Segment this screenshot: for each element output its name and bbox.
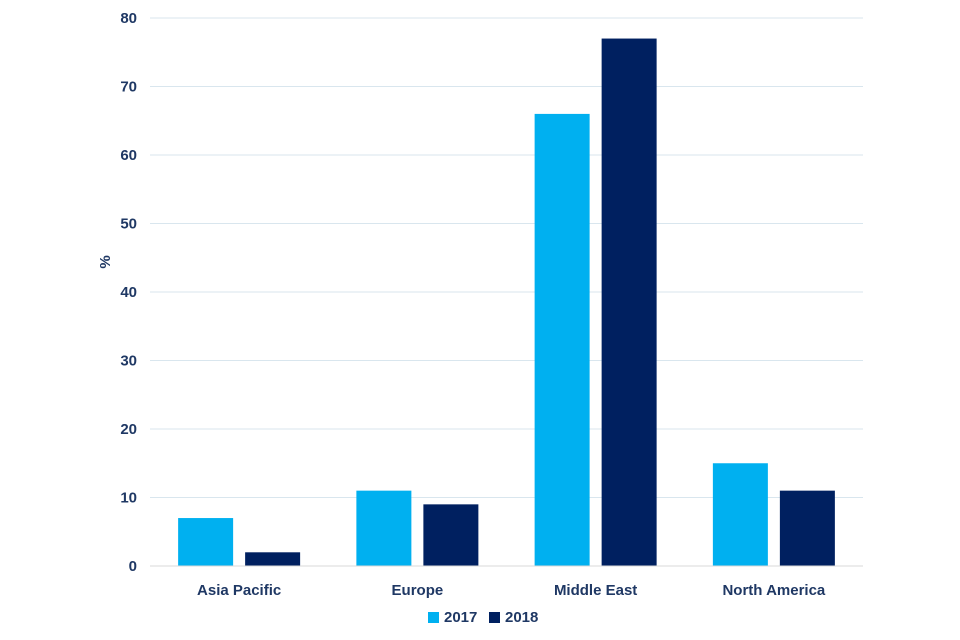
bar-2018-europe <box>423 504 479 566</box>
bar-2017-north-america <box>712 463 768 566</box>
y-tick-label: 80 <box>120 10 137 27</box>
bar-2017-asia-pacific <box>178 518 234 566</box>
bar-2018-north-america <box>779 490 835 566</box>
y-tick-label: 10 <box>120 490 137 507</box>
legend-label-2017: 2017 <box>444 609 477 626</box>
y-axis-title: % <box>97 255 114 268</box>
y-tick-label: 50 <box>120 216 137 233</box>
legend: 2017 2018 <box>428 609 538 626</box>
x-axis-ticks: Asia Pacific Europe Middle East North Ameri… <box>197 582 826 599</box>
x-tick-label: Middle East <box>554 582 637 599</box>
x-tick-label: North America <box>722 582 825 599</box>
bar-2017-europe <box>356 490 412 566</box>
y-axis-ticks: 0 10 20 30 40 50 60 70 80 <box>120 10 137 575</box>
x-tick-label: Asia Pacific <box>197 582 281 599</box>
legend-swatch-2017 <box>428 612 439 623</box>
y-tick-label: 30 <box>120 353 137 370</box>
bar-2018-middle-east <box>601 38 657 567</box>
legend-label-2018: 2018 <box>505 609 538 626</box>
gridlines <box>150 17 863 567</box>
legend-swatch-2018 <box>489 612 500 623</box>
x-tick-label: Europe <box>392 582 444 599</box>
y-tick-label: 70 <box>120 79 137 96</box>
y-tick-label: 60 <box>120 147 137 164</box>
y-tick-label: 0 <box>129 558 137 575</box>
bars <box>150 38 863 567</box>
y-tick-label: 20 <box>120 421 137 438</box>
bar-2018-asia-pacific <box>245 552 301 566</box>
y-tick-label: 40 <box>120 284 137 301</box>
bar-2017-middle-east <box>534 113 590 567</box>
